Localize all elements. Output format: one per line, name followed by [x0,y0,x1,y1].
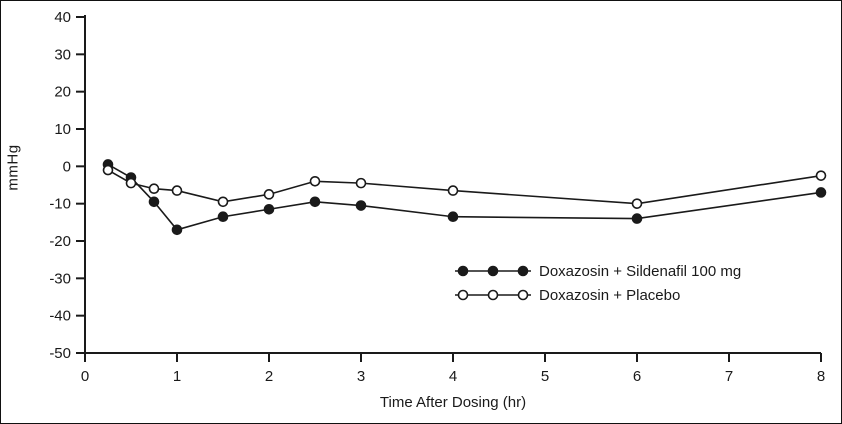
x-tick-label: 1 [173,368,181,385]
y-tick-label: -40 [49,308,71,325]
legend-open-circle-icon [455,289,531,301]
legend: Doxazosin + Sildenafil 100 mg Doxazosin +… [453,261,741,305]
x-tick-label: 3 [357,368,365,385]
x-tick-label: 7 [725,368,733,385]
x-tick-label: 2 [265,368,273,385]
legend-label: Doxazosin + Sildenafil 100 mg [539,262,742,280]
y-tick-label: -50 [49,345,71,362]
y-tick-label: -20 [49,233,71,250]
open-circle-marker [102,164,114,176]
x-tick-label: 4 [449,368,457,385]
open-circle-marker [148,183,160,195]
series-line-sildenafil [107,163,822,231]
open-circle-marker [631,198,643,209]
filled-circle-marker [447,211,459,223]
y-tick-label: 10 [54,121,71,138]
legend-item: Doxazosin + Sildenafil 100 mg [453,261,741,281]
y-tick-label: 0 [63,158,71,175]
filled-circle-marker [148,196,160,208]
open-circle-marker [309,175,321,187]
filled-circle-marker [815,187,827,198]
open-circle-marker [815,170,827,181]
y-tick-label: 20 [54,84,71,101]
y-tick-label: 40 [54,9,71,26]
open-circle-marker [125,177,137,189]
filled-circle-marker [355,200,367,211]
y-tick-label: 30 [54,46,71,63]
legend-label: Doxazosin + Placebo [539,286,681,304]
series-line-placebo [107,169,822,205]
y-axis-title: mmHg [4,144,22,191]
filled-circle-marker [309,196,321,208]
filled-circle-marker [263,203,275,215]
legend-item: Doxazosin + Placebo [453,285,741,305]
open-circle-marker [217,196,229,208]
filled-circle-marker [217,211,229,223]
open-circle-marker [263,189,275,200]
x-axis-title: Time After Dosing (hr) [379,394,527,411]
x-tick-label: 5 [541,368,549,385]
x-tick-label: 8 [817,368,825,385]
filled-circle-marker [171,224,183,236]
open-circle-marker [355,177,367,189]
x-tick-label: 6 [633,368,641,385]
open-circle-marker [171,185,183,196]
filled-circle-marker [631,213,643,224]
y-tick-label: -30 [49,270,71,287]
x-tick-label: 0 [81,368,89,385]
legend-filled-circle-icon [455,265,531,277]
open-circle-marker [447,185,459,196]
y-tick-label: -10 [49,196,71,213]
